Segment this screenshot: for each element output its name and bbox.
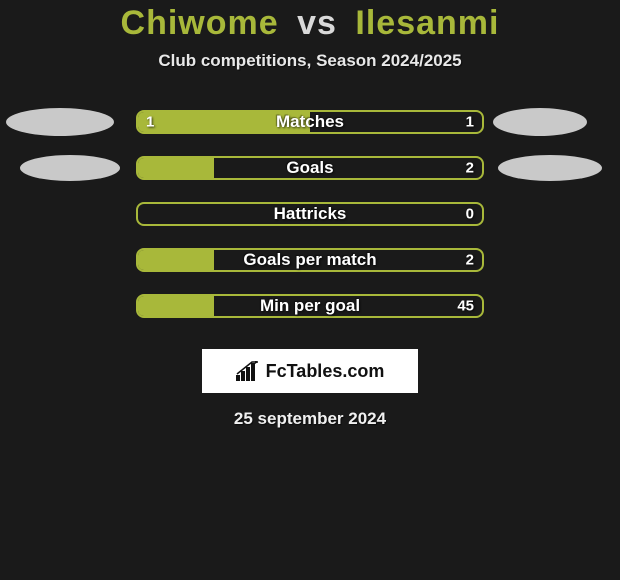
decorative-ellipse (20, 155, 120, 181)
stat-row: Goals per match2 (0, 237, 620, 283)
stat-bar-fill (138, 296, 214, 316)
brand-box: FcTables.com (202, 349, 418, 393)
stat-bar-fill (138, 158, 214, 178)
decorative-ellipse (498, 155, 602, 181)
decorative-ellipse (6, 108, 114, 136)
stat-bar-fill (138, 250, 214, 270)
date-line: 25 september 2024 (0, 409, 620, 429)
title-vs: vs (297, 4, 337, 42)
stat-row: Hattricks0 (0, 191, 620, 237)
comparison-infographic: Chiwome vs Ilesanmi Club competitions, S… (0, 4, 620, 580)
brand-text: FcTables.com (266, 361, 385, 382)
stat-value-right: 2 (466, 252, 474, 269)
stat-row: Matches11 (0, 99, 620, 145)
stat-value-right: 2 (466, 160, 474, 177)
subtitle: Club competitions, Season 2024/2025 (0, 51, 620, 71)
stat-bar: Goals2 (136, 156, 484, 180)
title-player1: Chiwome (121, 4, 279, 42)
stat-row: Min per goal45 (0, 283, 620, 329)
decorative-ellipse (493, 108, 587, 136)
brand-inner: FcTables.com (236, 361, 385, 382)
bar-chart-icon (236, 361, 260, 381)
title-player2: Ilesanmi (355, 4, 499, 42)
page-title: Chiwome vs Ilesanmi (0, 4, 620, 43)
stat-value-right: 1 (466, 114, 474, 131)
stat-bar-fill (138, 112, 310, 132)
stat-rows: Matches11Goals2Hattricks0Goals per match… (0, 99, 620, 329)
stat-row: Goals2 (0, 145, 620, 191)
stat-bar: Min per goal45 (136, 294, 484, 318)
stat-bar: Goals per match2 (136, 248, 484, 272)
stat-label: Hattricks (138, 204, 482, 224)
stat-value-right: 45 (457, 298, 474, 315)
stat-value-right: 0 (466, 206, 474, 223)
stat-bar: Hattricks0 (136, 202, 484, 226)
stat-value-left: 1 (146, 114, 154, 131)
stat-bar: Matches11 (136, 110, 484, 134)
